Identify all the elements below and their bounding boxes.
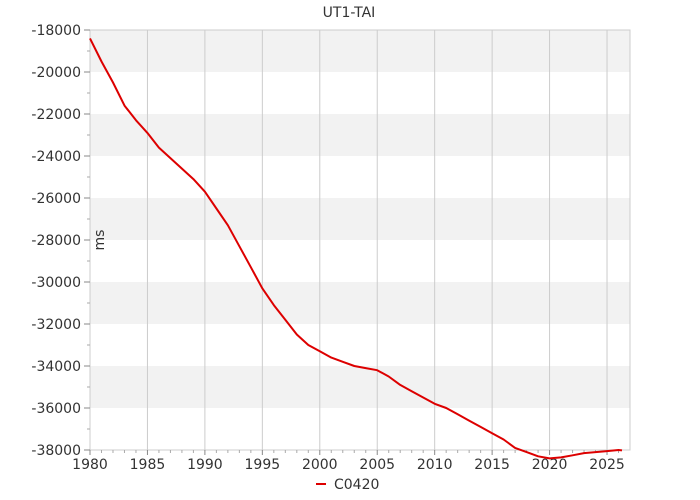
vertical-gridlines [146, 30, 608, 450]
y-axis: -18000 -20000 -22000 -24000 -26000 -28000 -300… [31, 23, 90, 459]
y-tick-label: -22000 [31, 107, 81, 123]
grid-band [90, 156, 630, 198]
y-tick-label: -24000 [31, 149, 81, 165]
x-tick-label: 2020 [532, 457, 568, 473]
y-tick-label: -38000 [31, 443, 81, 459]
y-tick-label: -18000 [31, 23, 81, 39]
series-line [89, 37, 623, 460]
plot-bands [90, 30, 630, 450]
y-tick-label: -32000 [31, 317, 81, 333]
y-tick-label: -34000 [31, 359, 81, 375]
y-tick-label: -28000 [31, 233, 81, 249]
legend-label: C0420 [334, 477, 379, 493]
x-tick-label: 1990 [187, 457, 223, 473]
x-tick-label: 2000 [302, 457, 338, 473]
y-tick-label: -20000 [31, 65, 81, 81]
x-tick-label: 2025 [589, 457, 625, 473]
y-axis-label: ms [92, 230, 108, 251]
grid-band [90, 366, 630, 408]
grid-band [90, 408, 630, 450]
x-tick-label: 1985 [130, 457, 166, 473]
grid-band [90, 324, 630, 366]
grid-band [90, 114, 630, 156]
x-axis: 1980 1985 1990 1995 2000 2005 2010 2015 2020 2025 [72, 450, 625, 473]
legend[interactable]: C0420 [316, 477, 379, 493]
x-tick-label: 2015 [474, 457, 510, 473]
grid-band [90, 282, 630, 324]
x-tick-label: 1995 [245, 457, 281, 473]
grid-band [90, 240, 630, 282]
grid-band [90, 72, 630, 114]
y-tick-label: -26000 [31, 191, 81, 207]
chart-title: UT1-TAI [323, 5, 376, 21]
series-lines [89, 37, 623, 460]
x-tick-label: 2005 [359, 457, 395, 473]
grid-band [90, 198, 630, 240]
y-tick-label: -36000 [31, 401, 81, 417]
y-tick-label: -30000 [31, 275, 81, 291]
x-tick-label: 1980 [72, 457, 108, 473]
grid-band [90, 30, 630, 72]
x-tick-label: 2010 [417, 457, 453, 473]
